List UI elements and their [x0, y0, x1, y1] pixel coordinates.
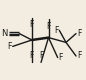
- Text: F: F: [7, 42, 12, 51]
- Text: F: F: [54, 26, 58, 35]
- Text: F: F: [30, 20, 34, 29]
- Text: N: N: [1, 29, 7, 38]
- Text: F: F: [39, 51, 43, 60]
- Text: F: F: [77, 52, 81, 60]
- Text: F: F: [46, 22, 51, 31]
- Text: F: F: [58, 53, 63, 62]
- Text: F: F: [77, 29, 81, 38]
- Text: F: F: [30, 51, 34, 60]
